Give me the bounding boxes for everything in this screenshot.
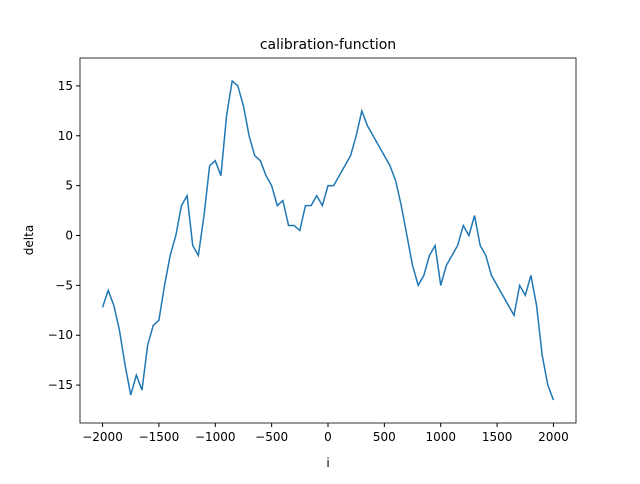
plot-frame [79, 57, 577, 424]
y-tick-label: 0 [65, 229, 73, 243]
y-tick-label: −5 [55, 278, 73, 292]
y-tick-label: −15 [48, 378, 73, 392]
chart-title: calibration-function [260, 37, 396, 53]
x-tick-label: 1000 [425, 430, 456, 444]
x-tick-label: −1500 [139, 430, 180, 444]
x-tick-label: 2000 [538, 430, 569, 444]
y-tick-label: 15 [58, 79, 73, 93]
y-tick-label: 10 [58, 129, 73, 143]
x-tick-label: 500 [373, 430, 396, 444]
x-tick-label: −500 [255, 430, 288, 444]
x-tick-label: −1000 [195, 430, 236, 444]
x-tick-label: 1500 [482, 430, 513, 444]
x-tick-label: −2000 [82, 430, 123, 444]
y-tick-label: 5 [65, 179, 73, 193]
data-line [101, 79, 555, 401]
y-axis-label: delta [22, 225, 36, 255]
x-axis-label: i [326, 456, 329, 470]
y-tick-label: −10 [48, 328, 73, 342]
x-tick-label: 0 [324, 430, 332, 444]
